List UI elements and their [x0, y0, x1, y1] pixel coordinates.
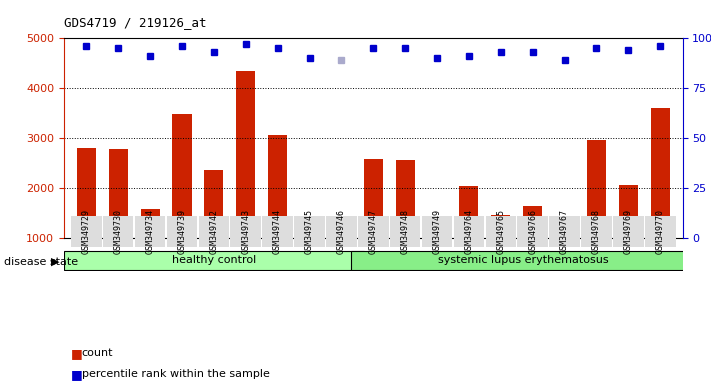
FancyBboxPatch shape: [71, 216, 102, 247]
Text: percentile rank within the sample: percentile rank within the sample: [82, 369, 269, 379]
FancyBboxPatch shape: [262, 216, 293, 247]
Text: disease state: disease state: [4, 257, 77, 267]
FancyBboxPatch shape: [64, 251, 364, 270]
Bar: [109, 149, 128, 238]
Bar: [523, 206, 542, 238]
FancyBboxPatch shape: [581, 216, 611, 247]
Text: GSM349739: GSM349739: [178, 209, 186, 254]
Text: GSM349770: GSM349770: [656, 209, 665, 254]
FancyBboxPatch shape: [454, 216, 484, 247]
Text: GSM349748: GSM349748: [401, 209, 410, 254]
Bar: [172, 114, 191, 238]
FancyBboxPatch shape: [645, 216, 675, 247]
Bar: [236, 71, 255, 238]
Bar: [77, 148, 96, 238]
Text: count: count: [82, 348, 113, 358]
Text: systemic lupus erythematosus: systemic lupus erythematosus: [438, 255, 609, 265]
FancyBboxPatch shape: [294, 216, 325, 247]
Text: GSM349768: GSM349768: [592, 209, 601, 254]
Text: GDS4719 / 219126_at: GDS4719 / 219126_at: [64, 16, 206, 29]
FancyBboxPatch shape: [351, 251, 695, 270]
Text: GSM349744: GSM349744: [273, 209, 282, 254]
Bar: [204, 170, 223, 238]
FancyBboxPatch shape: [198, 216, 229, 247]
FancyBboxPatch shape: [390, 216, 420, 247]
FancyBboxPatch shape: [326, 216, 357, 247]
Bar: [268, 135, 287, 238]
FancyBboxPatch shape: [358, 216, 389, 247]
FancyBboxPatch shape: [230, 216, 261, 247]
Text: ▶: ▶: [51, 257, 60, 267]
Text: GSM349742: GSM349742: [209, 209, 218, 254]
Text: GSM349764: GSM349764: [464, 209, 474, 254]
Text: GSM349730: GSM349730: [114, 209, 123, 254]
FancyBboxPatch shape: [103, 216, 134, 247]
Text: GSM349767: GSM349767: [560, 209, 569, 254]
Bar: [427, 228, 447, 238]
Bar: [332, 235, 351, 238]
FancyBboxPatch shape: [422, 216, 452, 247]
FancyBboxPatch shape: [613, 216, 643, 247]
Text: GSM349747: GSM349747: [369, 209, 378, 254]
Text: GSM349769: GSM349769: [624, 209, 633, 254]
Bar: [459, 186, 479, 238]
Bar: [395, 160, 415, 238]
Text: GSM349729: GSM349729: [82, 209, 91, 254]
Text: GSM349765: GSM349765: [496, 209, 506, 254]
Text: GSM349766: GSM349766: [528, 209, 538, 254]
Text: GSM349745: GSM349745: [305, 209, 314, 254]
Bar: [587, 140, 606, 238]
Bar: [619, 185, 638, 238]
Bar: [300, 227, 319, 238]
Text: healthy control: healthy control: [172, 255, 256, 265]
Bar: [651, 108, 670, 238]
FancyBboxPatch shape: [135, 216, 166, 247]
FancyBboxPatch shape: [166, 216, 197, 247]
Bar: [364, 159, 383, 238]
Text: GSM349746: GSM349746: [337, 209, 346, 254]
FancyBboxPatch shape: [486, 216, 516, 247]
Bar: [491, 215, 510, 238]
Text: ■: ■: [71, 368, 83, 381]
Bar: [141, 209, 160, 238]
Text: GSM349743: GSM349743: [241, 209, 250, 254]
Text: GSM349734: GSM349734: [146, 209, 154, 254]
Bar: [555, 225, 574, 238]
Text: ■: ■: [71, 347, 83, 360]
Text: GSM349749: GSM349749: [432, 209, 442, 254]
FancyBboxPatch shape: [518, 216, 548, 247]
FancyBboxPatch shape: [550, 216, 580, 247]
